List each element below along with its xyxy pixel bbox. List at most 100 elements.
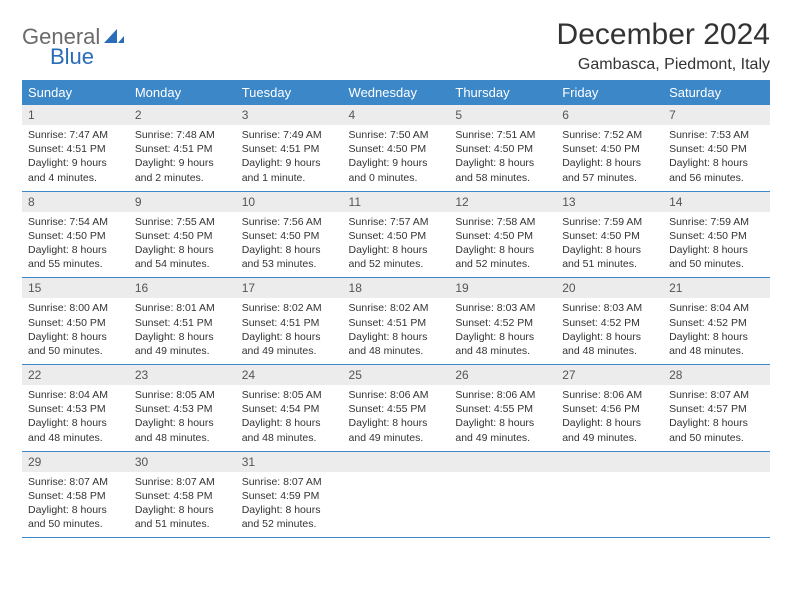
- calendar-day-cell: 21Sunrise: 8:04 AMSunset: 4:52 PMDayligh…: [663, 278, 770, 365]
- calendar-day-cell: 29Sunrise: 8:07 AMSunset: 4:58 PMDayligh…: [22, 451, 129, 538]
- day-number: 27: [556, 365, 663, 385]
- day-body: Sunrise: 7:51 AMSunset: 4:50 PMDaylight:…: [449, 125, 556, 191]
- day-body: Sunrise: 8:06 AMSunset: 4:55 PMDaylight:…: [343, 385, 450, 451]
- calendar-table: Sunday Monday Tuesday Wednesday Thursday…: [22, 80, 770, 538]
- day-body: Sunrise: 8:03 AMSunset: 4:52 PMDaylight:…: [449, 298, 556, 364]
- day-body: Sunrise: 7:59 AMSunset: 4:50 PMDaylight:…: [663, 212, 770, 278]
- calendar-week-row: 29Sunrise: 8:07 AMSunset: 4:58 PMDayligh…: [22, 451, 770, 538]
- weekday-head: Sunday: [22, 80, 129, 105]
- calendar-day-cell: 19Sunrise: 8:03 AMSunset: 4:52 PMDayligh…: [449, 278, 556, 365]
- calendar-day-cell: 6Sunrise: 7:52 AMSunset: 4:50 PMDaylight…: [556, 105, 663, 191]
- weekday-header-row: Sunday Monday Tuesday Wednesday Thursday…: [22, 80, 770, 105]
- logo-text-blue: Blue: [50, 44, 94, 69]
- day-body: Sunrise: 7:58 AMSunset: 4:50 PMDaylight:…: [449, 212, 556, 278]
- calendar-day-cell: 26Sunrise: 8:06 AMSunset: 4:55 PMDayligh…: [449, 365, 556, 452]
- day-number: 28: [663, 365, 770, 385]
- calendar-day-cell: [556, 451, 663, 538]
- day-body: Sunrise: 7:49 AMSunset: 4:51 PMDaylight:…: [236, 125, 343, 191]
- day-body: Sunrise: 7:59 AMSunset: 4:50 PMDaylight:…: [556, 212, 663, 278]
- day-number: 6: [556, 105, 663, 125]
- calendar-day-cell: [449, 451, 556, 538]
- calendar-day-cell: 18Sunrise: 8:02 AMSunset: 4:51 PMDayligh…: [343, 278, 450, 365]
- day-number: 13: [556, 192, 663, 212]
- day-body: [449, 472, 556, 522]
- day-body: Sunrise: 8:05 AMSunset: 4:54 PMDaylight:…: [236, 385, 343, 451]
- day-body: Sunrise: 8:06 AMSunset: 4:56 PMDaylight:…: [556, 385, 663, 451]
- day-body: Sunrise: 7:52 AMSunset: 4:50 PMDaylight:…: [556, 125, 663, 191]
- weekday-head: Wednesday: [343, 80, 450, 105]
- calendar-week-row: 1Sunrise: 7:47 AMSunset: 4:51 PMDaylight…: [22, 105, 770, 191]
- day-number: [449, 452, 556, 472]
- day-body: Sunrise: 7:48 AMSunset: 4:51 PMDaylight:…: [129, 125, 236, 191]
- day-body: Sunrise: 7:47 AMSunset: 4:51 PMDaylight:…: [22, 125, 129, 191]
- calendar-day-cell: [343, 451, 450, 538]
- day-number: 15: [22, 278, 129, 298]
- calendar-day-cell: 25Sunrise: 8:06 AMSunset: 4:55 PMDayligh…: [343, 365, 450, 452]
- day-body: Sunrise: 8:03 AMSunset: 4:52 PMDaylight:…: [556, 298, 663, 364]
- day-body: Sunrise: 7:55 AMSunset: 4:50 PMDaylight:…: [129, 212, 236, 278]
- calendar-day-cell: 13Sunrise: 7:59 AMSunset: 4:50 PMDayligh…: [556, 191, 663, 278]
- day-number: 30: [129, 452, 236, 472]
- day-body: Sunrise: 7:50 AMSunset: 4:50 PMDaylight:…: [343, 125, 450, 191]
- calendar-week-row: 15Sunrise: 8:00 AMSunset: 4:50 PMDayligh…: [22, 278, 770, 365]
- day-body: [343, 472, 450, 522]
- calendar-day-cell: 30Sunrise: 8:07 AMSunset: 4:58 PMDayligh…: [129, 451, 236, 538]
- calendar-day-cell: 28Sunrise: 8:07 AMSunset: 4:57 PMDayligh…: [663, 365, 770, 452]
- calendar-day-cell: 1Sunrise: 7:47 AMSunset: 4:51 PMDaylight…: [22, 105, 129, 191]
- day-number: 23: [129, 365, 236, 385]
- calendar-day-cell: [663, 451, 770, 538]
- calendar-day-cell: 20Sunrise: 8:03 AMSunset: 4:52 PMDayligh…: [556, 278, 663, 365]
- day-body: Sunrise: 8:04 AMSunset: 4:52 PMDaylight:…: [663, 298, 770, 364]
- day-body: Sunrise: 8:00 AMSunset: 4:50 PMDaylight:…: [22, 298, 129, 364]
- calendar-day-cell: 15Sunrise: 8:00 AMSunset: 4:50 PMDayligh…: [22, 278, 129, 365]
- day-number: 11: [343, 192, 450, 212]
- day-number: 21: [663, 278, 770, 298]
- calendar-day-cell: 7Sunrise: 7:53 AMSunset: 4:50 PMDaylight…: [663, 105, 770, 191]
- day-body: Sunrise: 8:07 AMSunset: 4:58 PMDaylight:…: [129, 472, 236, 538]
- day-body: Sunrise: 7:53 AMSunset: 4:50 PMDaylight:…: [663, 125, 770, 191]
- day-number: 8: [22, 192, 129, 212]
- day-number: [556, 452, 663, 472]
- calendar-day-cell: 5Sunrise: 7:51 AMSunset: 4:50 PMDaylight…: [449, 105, 556, 191]
- day-body: Sunrise: 7:54 AMSunset: 4:50 PMDaylight:…: [22, 212, 129, 278]
- calendar-day-cell: 10Sunrise: 7:56 AMSunset: 4:50 PMDayligh…: [236, 191, 343, 278]
- day-number: 7: [663, 105, 770, 125]
- day-number: [343, 452, 450, 472]
- day-number: 31: [236, 452, 343, 472]
- day-number: 2: [129, 105, 236, 125]
- day-number: 1: [22, 105, 129, 125]
- calendar-day-cell: 14Sunrise: 7:59 AMSunset: 4:50 PMDayligh…: [663, 191, 770, 278]
- day-number: 20: [556, 278, 663, 298]
- day-body: Sunrise: 8:07 AMSunset: 4:58 PMDaylight:…: [22, 472, 129, 538]
- day-number: 9: [129, 192, 236, 212]
- day-body: Sunrise: 8:02 AMSunset: 4:51 PMDaylight:…: [236, 298, 343, 364]
- calendar-day-cell: 12Sunrise: 7:58 AMSunset: 4:50 PMDayligh…: [449, 191, 556, 278]
- calendar-day-cell: 23Sunrise: 8:05 AMSunset: 4:53 PMDayligh…: [129, 365, 236, 452]
- calendar-day-cell: 16Sunrise: 8:01 AMSunset: 4:51 PMDayligh…: [129, 278, 236, 365]
- day-number: 12: [449, 192, 556, 212]
- day-body: Sunrise: 8:05 AMSunset: 4:53 PMDaylight:…: [129, 385, 236, 451]
- calendar-day-cell: 11Sunrise: 7:57 AMSunset: 4:50 PMDayligh…: [343, 191, 450, 278]
- day-body: Sunrise: 7:57 AMSunset: 4:50 PMDaylight:…: [343, 212, 450, 278]
- day-number: [663, 452, 770, 472]
- calendar-day-cell: 24Sunrise: 8:05 AMSunset: 4:54 PMDayligh…: [236, 365, 343, 452]
- weekday-head: Monday: [129, 80, 236, 105]
- day-body: [663, 472, 770, 522]
- day-body: Sunrise: 8:02 AMSunset: 4:51 PMDaylight:…: [343, 298, 450, 364]
- day-number: 25: [343, 365, 450, 385]
- calendar-day-cell: 17Sunrise: 8:02 AMSunset: 4:51 PMDayligh…: [236, 278, 343, 365]
- weekday-head: Tuesday: [236, 80, 343, 105]
- day-number: 4: [343, 105, 450, 125]
- calendar-week-row: 8Sunrise: 7:54 AMSunset: 4:50 PMDaylight…: [22, 191, 770, 278]
- weekday-head: Thursday: [449, 80, 556, 105]
- day-body: [556, 472, 663, 522]
- calendar-day-cell: 31Sunrise: 8:07 AMSunset: 4:59 PMDayligh…: [236, 451, 343, 538]
- day-number: 16: [129, 278, 236, 298]
- calendar-day-cell: 9Sunrise: 7:55 AMSunset: 4:50 PMDaylight…: [129, 191, 236, 278]
- day-number: 18: [343, 278, 450, 298]
- calendar-day-cell: 4Sunrise: 7:50 AMSunset: 4:50 PMDaylight…: [343, 105, 450, 191]
- day-number: 10: [236, 192, 343, 212]
- weekday-head: Friday: [556, 80, 663, 105]
- calendar-day-cell: 22Sunrise: 8:04 AMSunset: 4:53 PMDayligh…: [22, 365, 129, 452]
- calendar-week-row: 22Sunrise: 8:04 AMSunset: 4:53 PMDayligh…: [22, 365, 770, 452]
